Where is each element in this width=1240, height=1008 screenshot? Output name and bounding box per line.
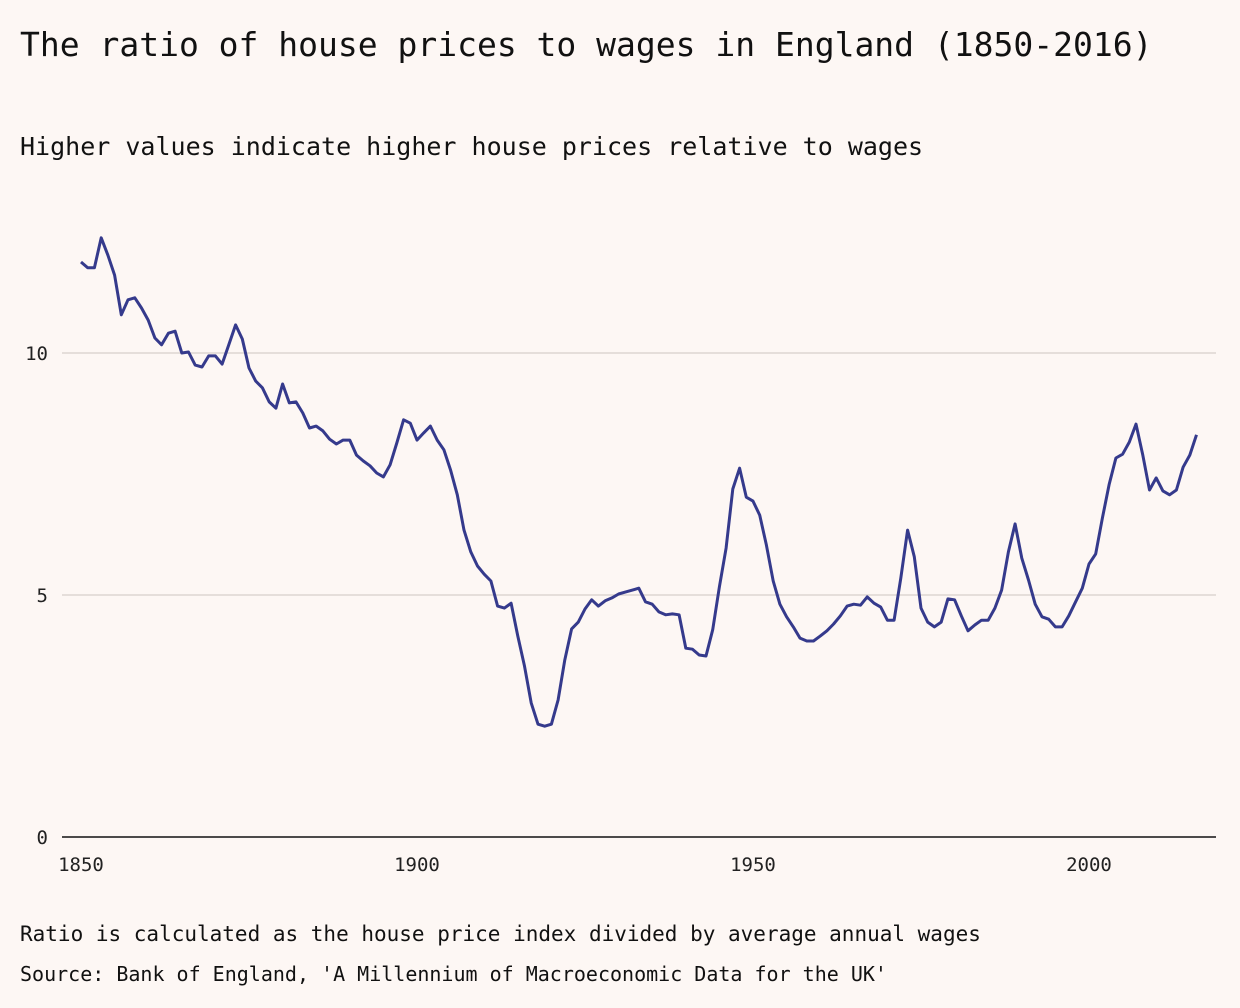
x-tick-label: 2000 (1066, 854, 1112, 876)
gridlines (62, 352, 1216, 596)
y-tick-label: 10 (25, 343, 48, 365)
chart-source: Source: Bank of England, 'A Millennium o… (20, 962, 887, 986)
x-tick-label: 1900 (394, 854, 440, 876)
x-axis-ticks: 1850 1900 1950 2000 (58, 854, 1112, 876)
x-tick-label: 1950 (730, 854, 776, 876)
y-tick-label: 5 (37, 585, 48, 607)
chart-subtitle: Higher values indicate higher house pric… (20, 132, 924, 161)
y-tick-label: 0 (37, 827, 48, 849)
x-tick-label: 1850 (58, 854, 104, 876)
series-line (80, 236, 1198, 728)
chart-title: The ratio of house prices to wages in En… (20, 25, 1153, 64)
chart-note: Ratio is calculated as the house price i… (20, 922, 981, 946)
y-axis-ticks: 0 5 10 (25, 343, 48, 849)
